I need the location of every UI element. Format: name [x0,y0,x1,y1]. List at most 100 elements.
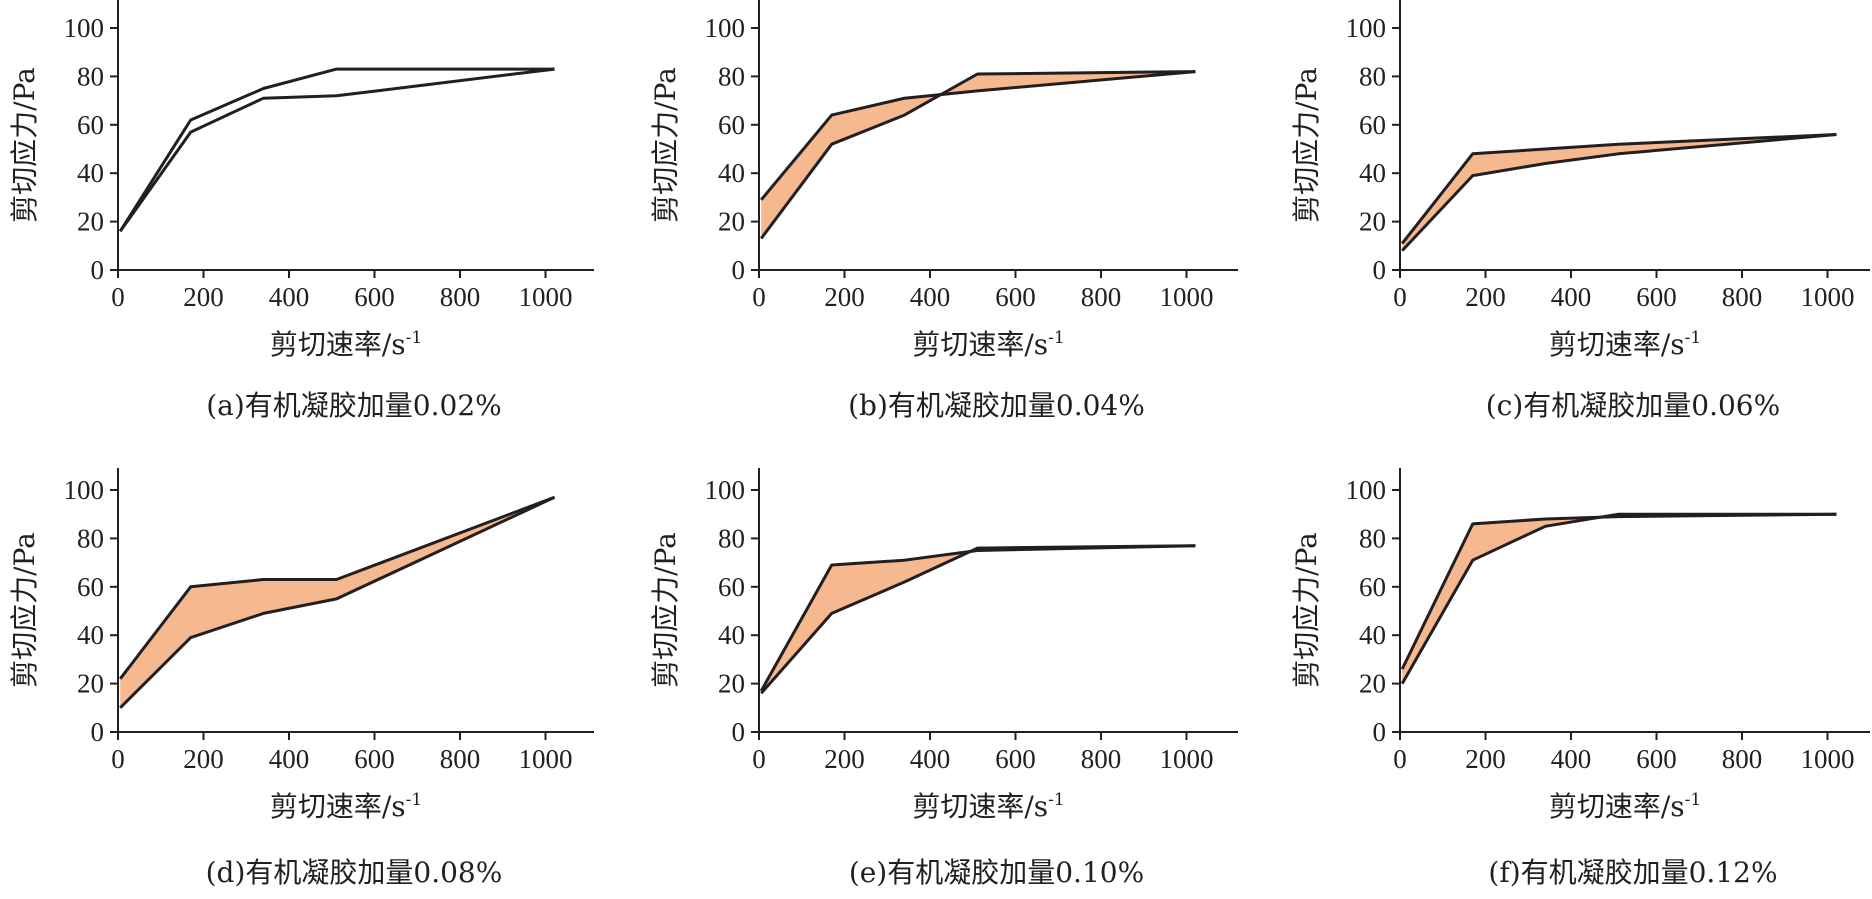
y-tick-label: 40 [1359,620,1386,650]
series-line-upper [1400,512,1837,670]
x-tick-label: 800 [1081,744,1122,774]
x-axis-label-unit-exponent: -1 [1048,790,1065,810]
chart-panel-e: 0 200 400 600 800 1000 0 20 40 60 80 100 剪切速率/s-1 剪切应… [649,468,1238,889]
series-line-upper [118,67,555,233]
chart-panel-d: 0 200 400 600 800 1000 0 20 40 60 80 100 剪切速率/s-1 剪切应… [8,468,594,889]
x-axis-label: 剪切速率/s-1 [912,790,1064,823]
y-tick-label: 60 [718,110,745,140]
chart-panel-f: 0 200 400 600 800 1000 0 20 40 60 80 100 剪切速率/s-1 剪切应… [1290,468,1870,889]
panel-caption: (c)有机凝胶加量0.06% [1486,389,1780,422]
x-tick-label: 1000 [1160,744,1214,774]
x-axis-label: 剪切速率/s-1 [270,790,422,823]
x-axis-label-unit-exponent: -1 [1685,790,1702,810]
x-tick-label: 0 [752,282,766,312]
y-tick-label: 40 [77,620,104,650]
x-axis-label-text: 剪切速率/s [270,790,406,823]
y-tick-label: 60 [1359,110,1386,140]
x-axis-label-text: 剪切速率/s [1549,328,1685,361]
chart-panel-a: 0 200 400 600 800 1000 0 20 40 60 80 100 剪切速率/s-1 剪切应… [8,0,594,422]
series-line-lower [1400,512,1837,685]
y-tick-label: 60 [1359,572,1386,602]
series-line-upper [759,544,1196,692]
y-tick-label: 40 [77,158,104,188]
y-tick-label: 20 [718,207,745,237]
y-tick-label: 100 [1346,13,1387,43]
panel-caption: (a)有机凝胶加量0.02% [206,389,502,422]
y-tick-label: 100 [705,475,746,505]
hysteresis-area [761,71,1196,239]
panel-caption: (d)有机凝胶加量0.08% [206,856,503,889]
x-axis-label: 剪切速率/s-1 [1549,790,1701,823]
chart-panel-b: 0 200 400 600 800 1000 0 20 40 60 80 100 剪切速率/s-1 剪切应… [649,0,1238,422]
series-line-lower [759,70,1196,240]
x-axis-label: 剪切速率/s-1 [270,328,422,361]
panel-caption: (e)有机凝胶加量0.10% [849,856,1144,889]
x-tick-label: 1000 [519,282,573,312]
y-axis-label: 剪切应力/Pa [8,532,41,688]
x-tick-label: 600 [354,282,395,312]
panel-caption: (b)有机凝胶加量0.04% [848,389,1145,422]
x-tick-label: 600 [1636,744,1677,774]
y-axis-label: 剪切应力/Pa [649,532,682,688]
y-tick-label: 100 [64,13,105,43]
x-axis-label: 剪切速率/s-1 [1549,328,1701,361]
y-tick-label: 20 [1359,207,1386,237]
series-line-lower [119,495,556,709]
x-tick-label: 800 [1081,282,1122,312]
x-tick-label: 1000 [1801,282,1855,312]
x-tick-label: 0 [1393,744,1407,774]
y-tick-label: 40 [718,620,745,650]
x-tick-label: 400 [910,282,951,312]
y-tick-label: 60 [77,572,104,602]
y-tick-label: 0 [1373,255,1387,285]
x-tick-label: 800 [1722,282,1763,312]
x-tick-label: 200 [1465,282,1506,312]
y-tick-label: 40 [718,158,745,188]
chart-panel-c: 0 200 400 600 800 1000 0 20 40 60 80 100 剪切速率/s-1 剪切应… [1290,0,1870,422]
y-axis-label: 剪切应力/Pa [649,67,682,223]
y-tick-label: 100 [64,475,105,505]
x-tick-label: 800 [440,744,481,774]
x-tick-label: 0 [1393,282,1407,312]
series-line-upper [1401,133,1837,245]
y-tick-label: 80 [718,61,745,91]
y-tick-label: 0 [1373,717,1387,747]
hysteresis-area [761,545,1196,694]
x-tick-label: 0 [111,744,125,774]
y-tick-label: 20 [718,669,745,699]
x-tick-label: 200 [824,744,865,774]
y-axis-label: 剪切应力/Pa [1290,532,1323,688]
y-tick-label: 20 [77,207,104,237]
y-tick-label: 40 [1359,158,1386,188]
y-tick-label: 20 [1359,669,1386,699]
y-tick-label: 20 [77,669,104,699]
x-tick-label: 400 [269,282,310,312]
series-line-upper [119,495,556,680]
x-tick-label: 600 [354,744,395,774]
x-tick-label: 800 [1722,744,1763,774]
x-axis-label-unit-exponent: -1 [1048,328,1065,348]
x-tick-label: 1000 [1160,282,1214,312]
x-tick-label: 200 [824,282,865,312]
x-tick-label: 400 [1551,282,1592,312]
x-axis-label-text: 剪切速率/s [1549,790,1685,823]
y-tick-label: 80 [1359,523,1386,553]
x-axis-label-text: 剪切速率/s [912,790,1048,823]
y-tick-label: 100 [705,13,746,43]
x-tick-label: 200 [183,282,224,312]
x-tick-label: 400 [910,744,951,774]
x-axis-label: 剪切速率/s-1 [912,328,1064,361]
x-tick-label: 200 [183,744,224,774]
series-line-lower [1401,133,1837,252]
y-tick-label: 80 [1359,61,1386,91]
hysteresis-area [120,497,555,708]
y-tick-label: 80 [77,61,104,91]
y-tick-label: 80 [718,523,745,553]
y-tick-label: 60 [77,110,104,140]
y-tick-label: 60 [718,572,745,602]
x-tick-label: 1000 [1801,744,1855,774]
y-tick-label: 80 [77,523,104,553]
x-tick-label: 600 [995,744,1036,774]
y-axis-label: 剪切应力/Pa [1290,67,1323,223]
